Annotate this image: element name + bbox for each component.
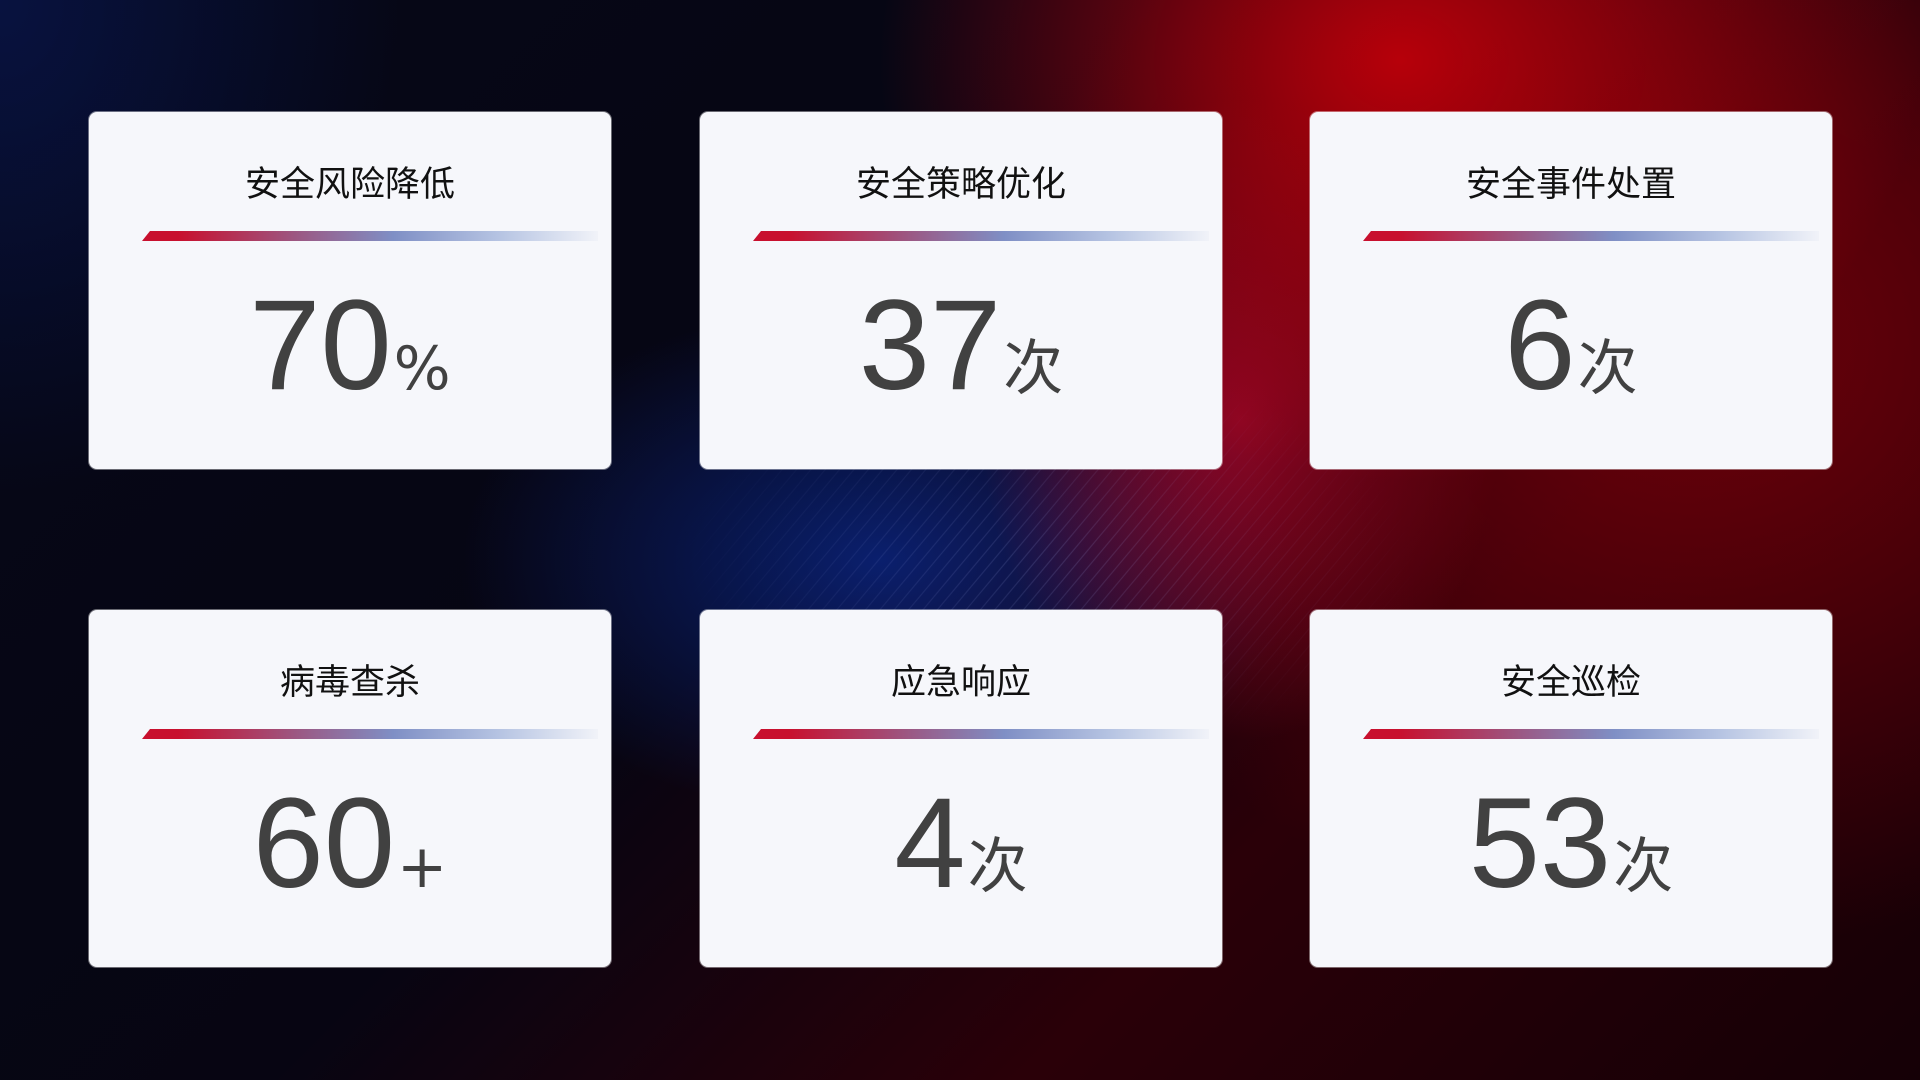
stat-card-incident-handling: 安全事件处置 6次	[1310, 112, 1832, 469]
stat-card-risk-reduction: 安全风险降低 70%	[89, 112, 611, 469]
card-title: 安全策略优化	[855, 165, 1066, 205]
stat-card-policy-optimization: 安全策略优化 37次	[700, 112, 1222, 469]
value-number: 6	[1504, 274, 1576, 417]
value-unit: 次	[967, 832, 1028, 902]
card-title: 应急响应	[890, 663, 1031, 703]
card-value: 37次	[700, 282, 1222, 410]
card-title: 安全风险降低	[244, 165, 455, 205]
card-title: 病毒查杀	[279, 663, 420, 703]
value-number: 53	[1468, 772, 1612, 915]
card-value: 70%	[89, 282, 611, 410]
value-number: 70	[249, 274, 392, 417]
stat-card-emergency-response: 应急响应 4次	[700, 610, 1222, 967]
stat-card-security-inspection: 安全巡检 53次	[1310, 610, 1832, 967]
value-unit: +	[397, 832, 448, 902]
card-title: 安全事件处置	[1465, 165, 1676, 205]
card-divider	[142, 729, 598, 739]
card-divider	[1363, 729, 1819, 739]
card-value: 4次	[700, 780, 1222, 908]
value-unit: 次	[1613, 832, 1674, 902]
stat-card-virus-removal: 病毒查杀 60+	[89, 610, 611, 967]
value-number: 4	[894, 772, 966, 915]
value-unit: %	[393, 334, 451, 404]
value-number: 60	[252, 772, 396, 915]
card-value: 6次	[1310, 282, 1832, 410]
card-divider	[1363, 231, 1819, 241]
card-divider	[753, 729, 1209, 739]
value-number: 37	[858, 274, 1002, 417]
card-value: 53次	[1310, 780, 1832, 908]
card-divider	[753, 231, 1209, 241]
card-divider	[142, 231, 598, 241]
card-value: 60+	[89, 780, 611, 908]
card-title: 安全巡检	[1500, 663, 1641, 703]
value-unit: 次	[1003, 334, 1064, 404]
value-unit: 次	[1577, 334, 1638, 404]
